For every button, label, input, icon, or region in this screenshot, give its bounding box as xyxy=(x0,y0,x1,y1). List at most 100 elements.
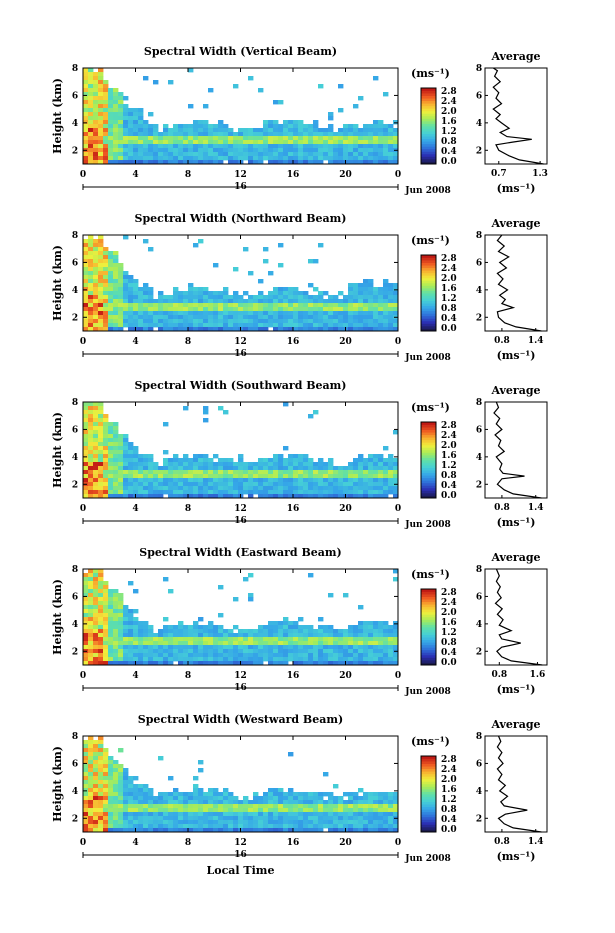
heatmap-cell xyxy=(118,108,124,113)
heatmap-cell xyxy=(278,454,284,459)
heatmap-cell xyxy=(118,319,124,324)
heatmap-cell xyxy=(273,637,279,642)
heatmap-cell xyxy=(108,104,114,109)
heatmap-cell xyxy=(248,808,254,813)
heatmap-cell xyxy=(108,625,114,630)
heatmap-cell xyxy=(388,490,394,495)
heatmap-cell xyxy=(173,657,179,662)
heatmap-cell xyxy=(103,816,109,821)
heatmap-cell xyxy=(273,132,279,137)
heatmap-cell xyxy=(188,637,194,642)
heatmap-cell xyxy=(113,788,119,793)
heatmap-cell xyxy=(88,72,94,77)
heatmap-cell xyxy=(123,104,129,109)
heatmap-cell xyxy=(133,589,139,594)
heatmap-cell xyxy=(338,152,344,157)
heatmap-cell xyxy=(83,426,89,431)
heatmap-cell xyxy=(373,327,379,332)
heatmap-cell xyxy=(88,577,94,582)
heatmap-cell xyxy=(88,235,94,240)
heatmap-cell xyxy=(213,800,219,805)
profile-x-label: (ms⁻¹) xyxy=(497,182,536,195)
heatmap-cell xyxy=(278,140,284,145)
heatmap-cell xyxy=(233,649,239,654)
heatmap-cell xyxy=(318,494,324,499)
colorbar-tick-label: 1.6 xyxy=(441,785,457,795)
heatmap-cell xyxy=(323,804,329,809)
heatmap-cell xyxy=(188,649,194,654)
colorbar-tick-label: 0.0 xyxy=(441,324,457,334)
heatmap-cell xyxy=(318,128,324,133)
heatmap-cell xyxy=(288,315,294,320)
heatmap-cell xyxy=(318,315,324,320)
heatmap-cell xyxy=(308,148,314,153)
heatmap-cell xyxy=(293,812,299,817)
heatmap-cell xyxy=(173,470,179,475)
heatmap-cell xyxy=(373,796,379,801)
heatmap-cell xyxy=(278,458,284,463)
heatmap-cell xyxy=(358,653,364,658)
heatmap-cell xyxy=(273,649,279,654)
heatmap-cell xyxy=(383,625,389,630)
heatmap-cell xyxy=(103,104,109,109)
heatmap-cell xyxy=(333,319,339,324)
heatmap-cell xyxy=(378,792,384,797)
heatmap-cell xyxy=(378,808,384,813)
heatmap-cell xyxy=(383,283,389,288)
heatmap-cell xyxy=(313,148,319,153)
panel-4: Spectral Width (Westward Beam)2468Height… xyxy=(51,713,548,877)
heatmap-cell xyxy=(173,494,179,499)
heatmap-cell xyxy=(108,291,114,296)
x-tick-label: 0 xyxy=(395,170,401,180)
heatmap-cell xyxy=(153,482,159,487)
heatmap-cell xyxy=(183,645,189,650)
heatmap-cell xyxy=(163,641,169,646)
heatmap-cell xyxy=(383,327,389,332)
heatmap-cell xyxy=(328,307,334,312)
heatmap-cell xyxy=(298,156,304,161)
heatmap-cell xyxy=(318,645,324,650)
heatmap-cell xyxy=(108,605,114,610)
heatmap-cell xyxy=(98,784,104,789)
heatmap-cell xyxy=(103,251,109,256)
heatmap-cell xyxy=(343,820,349,825)
heatmap-cell xyxy=(308,482,314,487)
heatmap-cell xyxy=(318,812,324,817)
heatmap-cell xyxy=(123,307,129,312)
heatmap-cell xyxy=(103,315,109,320)
heatmap-cell xyxy=(203,136,209,141)
heatmap-cell xyxy=(233,812,239,817)
heatmap-cell xyxy=(93,275,99,280)
heatmap-cell xyxy=(343,645,349,650)
heatmap-cell xyxy=(218,319,224,324)
heatmap-cell xyxy=(88,239,94,244)
x-tick-label: 16 xyxy=(287,337,300,347)
heatmap-cell xyxy=(83,824,89,829)
heatmap-cell xyxy=(303,629,309,634)
heatmap-cell xyxy=(263,812,269,817)
heatmap-cell xyxy=(113,494,119,499)
colorbar-segment xyxy=(421,315,436,319)
heatmap-cell xyxy=(83,80,89,85)
heatmap-cell xyxy=(118,470,124,475)
heatmap-cell xyxy=(288,148,294,153)
heatmap-cell xyxy=(103,756,109,761)
heatmap-cell xyxy=(138,112,144,117)
colorbar-segment xyxy=(421,761,436,764)
heatmap-cell xyxy=(278,152,284,157)
heatmap-cell xyxy=(383,657,389,662)
heatmap-cell xyxy=(93,744,99,749)
heatmap-cell xyxy=(223,307,229,312)
heatmap-cell xyxy=(148,299,154,304)
heatmap-cell xyxy=(393,661,399,666)
heatmap-cell xyxy=(388,804,394,809)
heatmap-cell xyxy=(308,259,314,264)
colorbar-tick-label: 2.0 xyxy=(441,775,457,785)
heatmap-cell xyxy=(98,323,104,328)
heatmap-cell xyxy=(153,323,159,328)
heatmap-cell xyxy=(353,311,359,316)
heatmap-cell xyxy=(223,657,229,662)
heatmap-cell xyxy=(128,796,134,801)
heatmap-cell xyxy=(363,152,369,157)
heatmap-cell xyxy=(393,299,399,304)
